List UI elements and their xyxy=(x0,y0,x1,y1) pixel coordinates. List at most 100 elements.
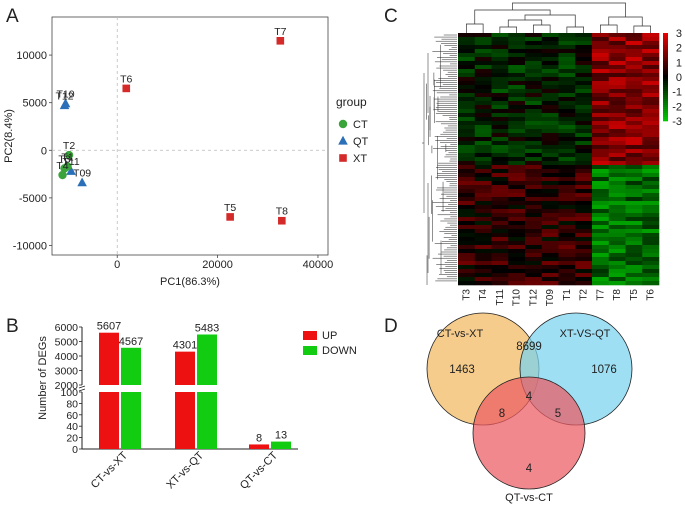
heatmap-cell xyxy=(575,193,593,198)
heatmap-cell xyxy=(625,85,643,90)
heatmap-cell xyxy=(575,197,593,202)
heatmap-cell xyxy=(558,193,576,198)
heatmap-cell xyxy=(491,205,509,210)
pca-point-t6 xyxy=(122,84,131,93)
legend-marker-xt xyxy=(339,154,347,162)
heatmap-cell xyxy=(458,85,476,90)
heatmap-cell xyxy=(474,237,492,242)
heatmap-cell xyxy=(525,37,543,42)
heatmap-cell xyxy=(525,269,543,274)
color-scale-segment xyxy=(663,107,668,110)
heatmap-cell xyxy=(491,217,509,222)
heatmap-cell xyxy=(592,45,610,50)
heatmap-cell xyxy=(608,273,626,278)
dendrogram-branch xyxy=(600,24,618,33)
heatmap-cell xyxy=(642,81,660,86)
heatmap-cell xyxy=(642,117,660,122)
heatmap-cell xyxy=(458,129,476,134)
pca-point-label: T7 xyxy=(274,26,286,38)
heatmap-cell xyxy=(525,61,543,66)
heatmap-cell xyxy=(541,113,559,118)
heatmap-cell xyxy=(642,133,660,138)
heatmap-cell xyxy=(491,253,509,258)
heatmap-cell xyxy=(491,233,509,238)
heatmap-cell xyxy=(474,37,492,42)
heatmap-cell xyxy=(525,281,543,286)
heatmap-cell xyxy=(541,109,559,114)
heatmap-cell xyxy=(558,125,576,130)
heatmap-cell xyxy=(642,129,660,134)
heatmap-cell xyxy=(608,213,626,218)
heatmap-cell xyxy=(508,109,526,114)
heatmap-cell xyxy=(525,33,543,38)
heatmap-column-label: T6 xyxy=(646,289,657,301)
heatmap-cell xyxy=(491,277,509,282)
heatmap-cell xyxy=(575,209,593,214)
heatmap-cell xyxy=(458,189,476,194)
heatmap-cell xyxy=(625,245,643,250)
legend-marker-ct xyxy=(338,119,348,129)
heatmap-cell xyxy=(608,237,626,242)
heatmap-cell xyxy=(575,241,593,246)
heatmap-cell xyxy=(525,217,543,222)
heatmap-cell xyxy=(525,173,543,178)
heatmap-cell xyxy=(491,77,509,82)
dendrogram-branch xyxy=(633,25,651,33)
heatmap-cell xyxy=(508,269,526,274)
deg-bar-value: 8 xyxy=(256,432,262,444)
heatmap-cell xyxy=(508,157,526,162)
heatmap-cell xyxy=(458,49,476,54)
deg-bar-value: 4301 xyxy=(173,340,197,352)
heatmap-cell xyxy=(642,229,660,234)
heatmap-cell xyxy=(525,237,543,242)
heatmap-cell xyxy=(491,225,509,230)
heatmap-cell xyxy=(491,129,509,134)
heatmap-cell xyxy=(541,221,559,226)
heatmap-cell xyxy=(625,277,643,282)
heatmap-cell xyxy=(642,57,660,62)
heatmap-cell xyxy=(625,205,643,210)
color-scale-segment xyxy=(663,73,668,76)
heatmap-cell xyxy=(541,41,559,46)
heatmap-cell xyxy=(458,65,476,70)
heatmap-cell xyxy=(592,93,610,98)
heatmap-cell xyxy=(625,145,643,150)
heatmap-cell xyxy=(575,65,593,70)
heatmap-cell xyxy=(474,265,492,270)
heatmap-cell xyxy=(608,65,626,70)
deg-bar-down-lower xyxy=(121,392,141,449)
color-scale-segment xyxy=(663,109,668,112)
heatmap-cell xyxy=(625,225,643,230)
heatmap-cell xyxy=(491,157,509,162)
pca-point-label: T4 xyxy=(56,160,68,172)
heatmap-cell xyxy=(525,209,543,214)
pca-x-axis-label: PC1(86.3%) xyxy=(160,276,220,288)
color-scale-segment xyxy=(663,113,668,116)
heatmap-cell xyxy=(592,33,610,38)
heatmap-cell xyxy=(474,205,492,210)
heatmap-cell xyxy=(491,181,509,186)
heatmap-cell xyxy=(491,137,509,142)
heatmap-cell xyxy=(558,33,576,38)
heatmap-cell xyxy=(608,145,626,150)
deg-bar-up-upper xyxy=(175,351,195,385)
heatmap-cell xyxy=(541,45,559,50)
heatmap-cell xyxy=(458,281,476,286)
heatmap-cell xyxy=(508,273,526,278)
heatmap-cell xyxy=(575,121,593,126)
venn-region-count: 1076 xyxy=(591,364,617,376)
heatmap-cell xyxy=(625,125,643,130)
heatmap-cell xyxy=(474,281,492,286)
heatmap-cell xyxy=(558,109,576,114)
heatmap-cell xyxy=(592,201,610,206)
heatmap-cell xyxy=(575,261,593,266)
heatmap-cell xyxy=(491,81,509,86)
heatmap-cell xyxy=(608,77,626,82)
heatmap-cell xyxy=(642,33,660,38)
heatmap-cell xyxy=(608,33,626,38)
heatmap-cell xyxy=(491,237,509,242)
heatmap-cell xyxy=(558,101,576,106)
heatmap-cell xyxy=(525,69,543,74)
